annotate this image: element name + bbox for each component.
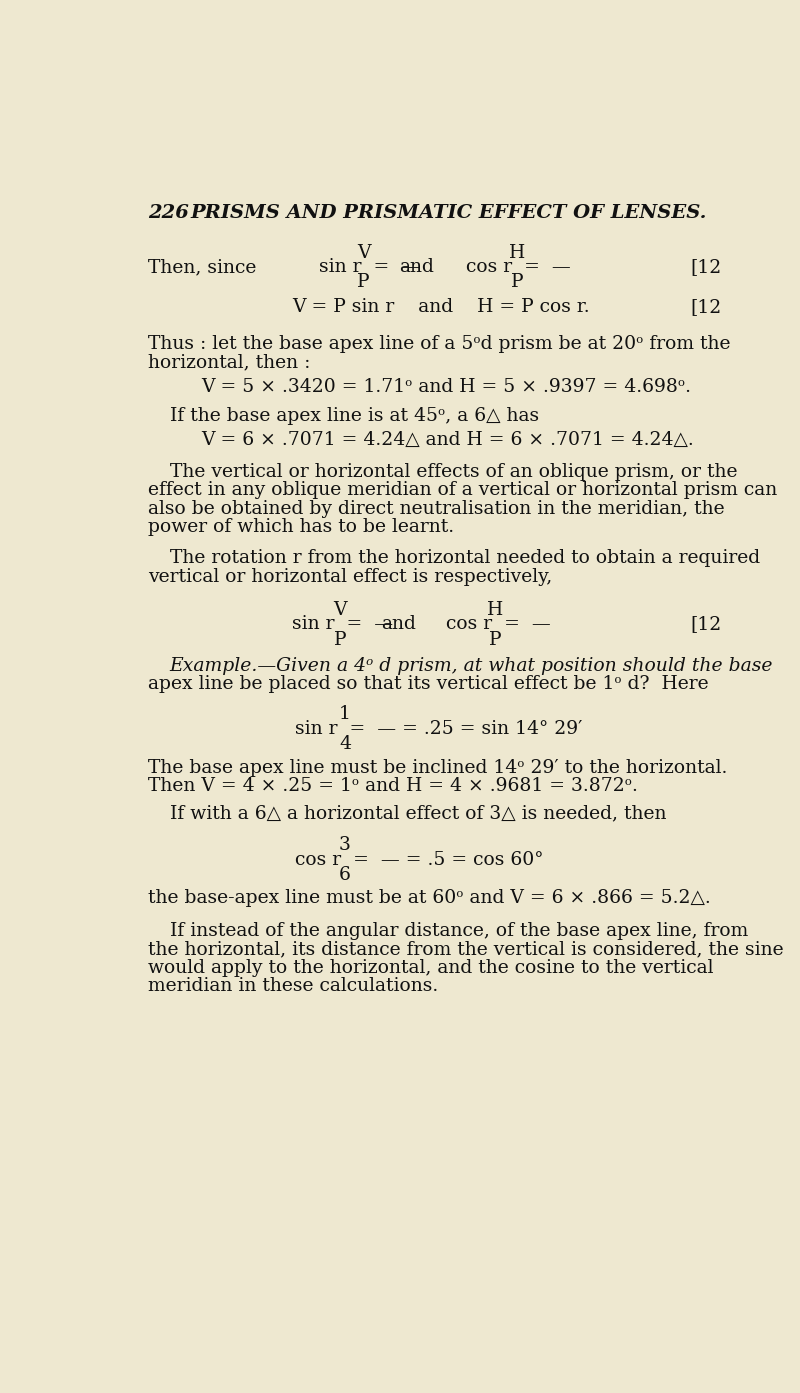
- Text: The vertical or horizontal effects of an oblique prism, or the: The vertical or horizontal effects of an…: [170, 462, 738, 481]
- Text: sin r  =  — = .25 = sin 14° 29′: sin r = — = .25 = sin 14° 29′: [295, 720, 582, 738]
- Text: horizontal, then :: horizontal, then :: [148, 354, 310, 372]
- Text: the base-apex line must be at 60ᵒ and V = 6 × .866 = 5.2△.: the base-apex line must be at 60ᵒ and V …: [148, 889, 710, 907]
- Text: the horizontal, its distance from the vertical is considered, the sine: the horizontal, its distance from the ve…: [148, 940, 784, 958]
- Text: H: H: [487, 602, 503, 620]
- Text: also be obtained by direct neutralisation in the meridian, the: also be obtained by direct neutralisatio…: [148, 500, 725, 518]
- Text: and: and: [381, 616, 416, 634]
- Text: 3: 3: [339, 836, 351, 854]
- Text: P: P: [489, 631, 502, 649]
- Text: V = 6 × .7071 = 4.24△ and H = 6 × .7071 = 4.24△.: V = 6 × .7071 = 4.24△ and H = 6 × .7071 …: [201, 430, 694, 449]
- Text: [12: [12: [690, 258, 722, 276]
- Text: P: P: [334, 631, 346, 649]
- Text: If the base apex line is at 45ᵒ, a 6△ has: If the base apex line is at 45ᵒ, a 6△ ha…: [170, 407, 539, 425]
- Text: and: and: [398, 258, 434, 276]
- Text: PRISMS AND PRISMATIC EFFECT OF LENSES.: PRISMS AND PRISMATIC EFFECT OF LENSES.: [190, 205, 707, 221]
- Text: sin r  =  —: sin r = —: [319, 258, 421, 276]
- Text: P: P: [510, 273, 523, 291]
- Text: If instead of the angular distance, of the base apex line, from: If instead of the angular distance, of t…: [170, 922, 748, 940]
- Text: vertical or horizontal effect is respectively,: vertical or horizontal effect is respect…: [148, 567, 552, 585]
- Text: 4: 4: [339, 736, 351, 754]
- Text: cos r  =  — = .5 = cos 60°: cos r = — = .5 = cos 60°: [295, 851, 544, 869]
- Text: would apply to the horizontal, and the cosine to the vertical: would apply to the horizontal, and the c…: [148, 958, 714, 976]
- Text: meridian in these calculations.: meridian in these calculations.: [148, 978, 438, 995]
- Text: Example.—Given a 4ᵒ d prism, at what position should the base: Example.—Given a 4ᵒ d prism, at what pos…: [170, 657, 774, 674]
- Text: Then V = 4 × .25 = 1ᵒ and H = 4 × .9681 = 3.872ᵒ.: Then V = 4 × .25 = 1ᵒ and H = 4 × .9681 …: [148, 777, 638, 795]
- Text: P: P: [358, 273, 370, 291]
- Text: V: V: [334, 602, 347, 620]
- Text: [12: [12: [690, 298, 722, 316]
- Text: The rotation r from the horizontal needed to obtain a required: The rotation r from the horizontal neede…: [170, 549, 760, 567]
- Text: [12: [12: [690, 616, 722, 634]
- Text: 226: 226: [148, 205, 189, 221]
- Text: If with a 6△ a horizontal effect of 3△ is needed, then: If with a 6△ a horizontal effect of 3△ i…: [170, 805, 666, 823]
- Text: 6: 6: [339, 866, 351, 885]
- Text: Then, since: Then, since: [148, 258, 257, 276]
- Text: V: V: [357, 244, 370, 262]
- Text: Thus : let the base apex line of a 5ᵒd prism be at 20ᵒ from the: Thus : let the base apex line of a 5ᵒd p…: [148, 336, 730, 352]
- Text: V = P sin r    and    H = P cos r.: V = P sin r and H = P cos r.: [292, 298, 590, 316]
- Text: The base apex line must be inclined 14ᵒ 29′ to the horizontal.: The base apex line must be inclined 14ᵒ …: [148, 759, 727, 776]
- Text: effect in any oblique meridian of a vertical or horizontal prism can: effect in any oblique meridian of a vert…: [148, 482, 778, 499]
- Text: power of which has to be learnt.: power of which has to be learnt.: [148, 518, 454, 536]
- Text: V = 5 × .3420 = 1.71ᵒ and H = 5 × .9397 = 4.698ᵒ.: V = 5 × .3420 = 1.71ᵒ and H = 5 × .9397 …: [201, 378, 690, 396]
- Text: apex line be placed so that its vertical effect be 1ᵒ d?  Here: apex line be placed so that its vertical…: [148, 676, 709, 694]
- Text: 1: 1: [339, 705, 351, 723]
- Text: cos r  =  —: cos r = —: [446, 616, 550, 634]
- Text: H: H: [509, 244, 525, 262]
- Text: cos r  =  —: cos r = —: [466, 258, 570, 276]
- Text: sin r  =  —: sin r = —: [292, 616, 394, 634]
